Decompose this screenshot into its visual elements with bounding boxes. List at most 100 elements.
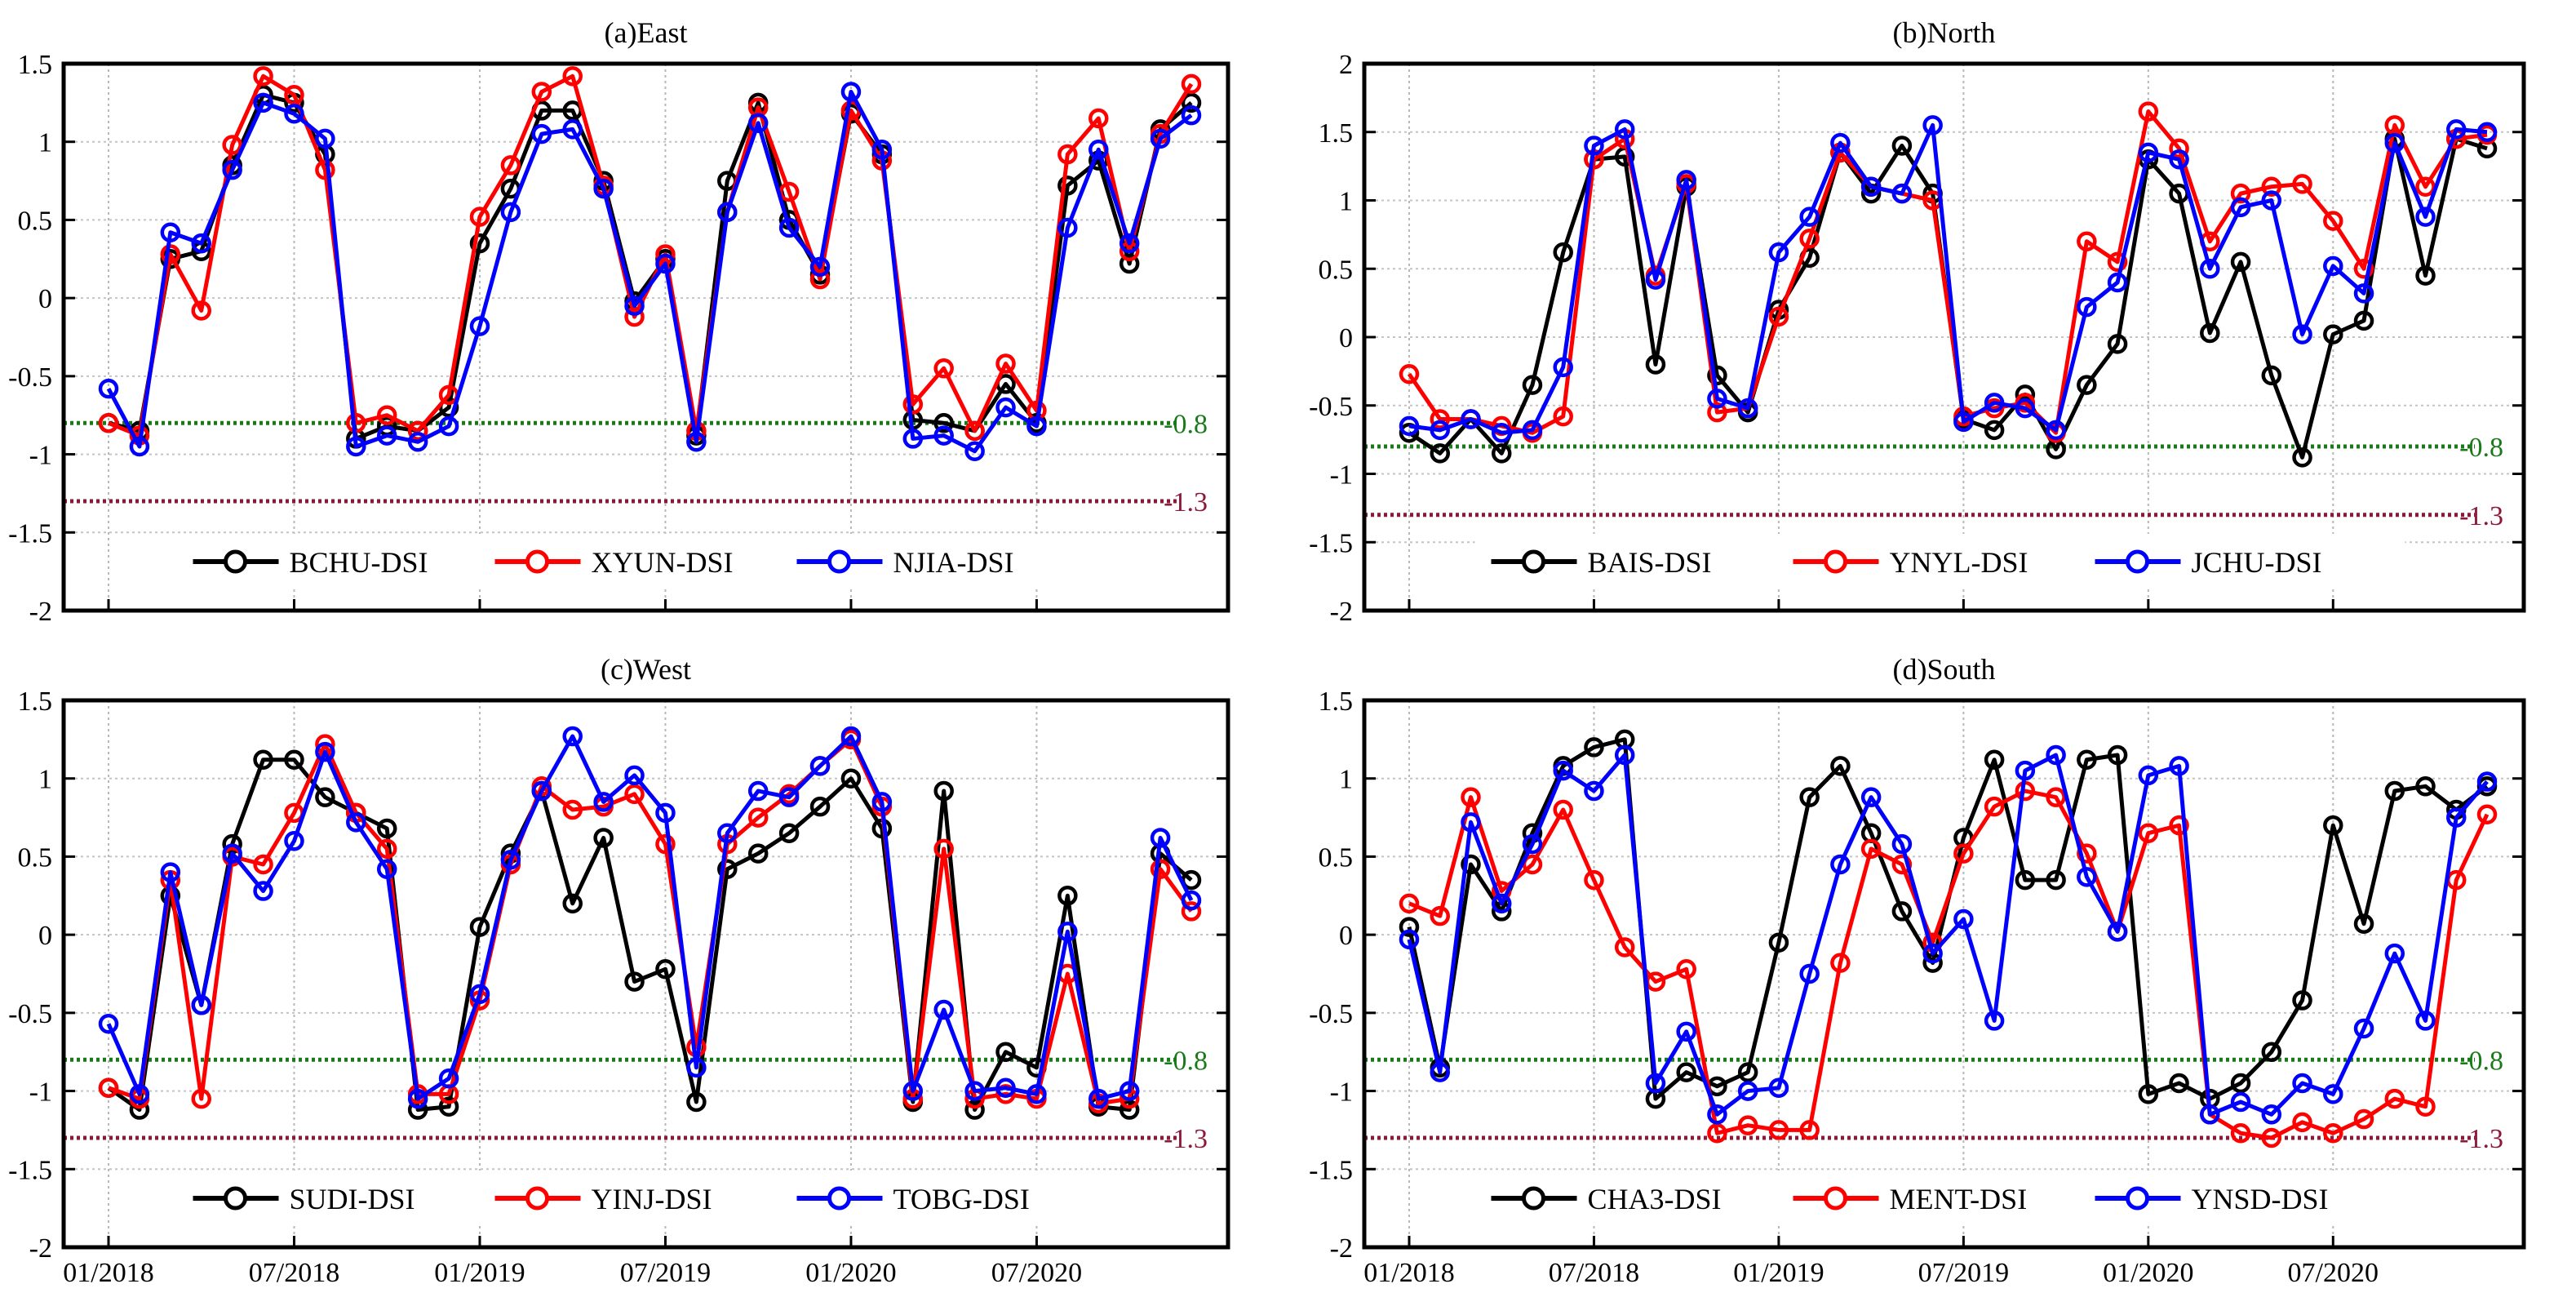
data-point <box>871 140 893 160</box>
data-point <box>655 253 676 274</box>
legend-label: SUDI-DSI <box>290 1183 415 1215</box>
data-point <box>1088 1088 1109 1109</box>
data-point <box>1676 170 1696 190</box>
data-point <box>1799 787 1820 807</box>
data-point <box>1181 901 1202 922</box>
series-line-bchu-dsi <box>108 92 1193 441</box>
data-point <box>98 413 119 433</box>
data-point <box>2415 265 2436 286</box>
data-point <box>2077 749 2097 770</box>
data-point <box>1430 443 1450 464</box>
data-point <box>1707 1123 1727 1144</box>
data-point <box>2077 843 2097 864</box>
data-point <box>1614 119 1635 140</box>
plot-frame <box>61 698 1230 1250</box>
legend: BCHU-DSI XYUN-DSI NJIA-DSI <box>176 534 1107 589</box>
data-point <box>1984 796 2005 817</box>
data-point <box>1984 420 2005 441</box>
data-point <box>902 394 924 415</box>
data-point <box>1088 108 1109 129</box>
data-point <box>315 128 335 149</box>
data-point <box>2046 420 2066 441</box>
data-point <box>2138 142 2159 163</box>
x-tick-label: 01/2020 <box>2103 1258 2193 1288</box>
data-point <box>593 792 614 812</box>
data-point <box>840 82 862 102</box>
data-point <box>1584 780 1604 802</box>
data-point <box>129 436 150 457</box>
data-point <box>2230 1123 2251 1144</box>
legend-label: XYUN-DSI <box>592 546 734 579</box>
data-point <box>747 780 769 802</box>
x-tick-label: 07/2018 <box>1549 1258 1639 1288</box>
legend-label: JCHU-DSI <box>2192 546 2322 579</box>
data-point <box>1491 443 1512 464</box>
y-tick-label: 1 <box>1339 187 1353 217</box>
data-point <box>2077 375 2097 395</box>
data-point <box>1737 398 1758 419</box>
data-point <box>531 82 552 102</box>
legend-swatch-marker <box>525 549 549 574</box>
data-point <box>964 441 985 461</box>
data-point <box>2353 283 2374 304</box>
data-point <box>1799 229 1820 249</box>
y-tick-label: 0 <box>1339 323 1353 353</box>
x-tick-label: 01/2018 <box>1363 1258 1454 1288</box>
data-point <box>1768 306 1789 327</box>
threshold-label-severe: -1.3 <box>2459 1124 2503 1154</box>
data-point <box>717 823 738 843</box>
data-point <box>2353 310 2374 331</box>
data-point <box>2138 765 2159 786</box>
data-point <box>98 1077 119 1098</box>
data-point <box>655 833 676 855</box>
data-point <box>747 807 769 828</box>
data-point <box>376 859 397 879</box>
data-point <box>2353 1108 2374 1130</box>
y-tick-label: -1 <box>29 1077 52 1108</box>
y-tick-label: -2 <box>1330 1233 1353 1264</box>
data-point <box>1830 132 1851 153</box>
y-tick-label: 2 <box>1339 50 1353 80</box>
data-point <box>840 726 862 747</box>
data-point <box>1119 1081 1140 1101</box>
data-point <box>1707 389 1727 409</box>
data-point <box>222 843 242 864</box>
data-point <box>1057 175 1078 196</box>
data-point <box>98 1014 119 1034</box>
y-tick-label: 1.5 <box>18 686 53 717</box>
data-point <box>1737 1115 1758 1135</box>
data-point <box>1430 1062 1450 1082</box>
data-point <box>1181 73 1202 95</box>
y-tick-label: 1.5 <box>1319 686 1354 717</box>
data-point <box>655 959 676 980</box>
legend-box <box>1474 534 2405 589</box>
data-point <box>1150 828 1171 848</box>
data-point <box>1984 749 2005 770</box>
data-point <box>933 999 954 1020</box>
y-tick-label: -2 <box>1330 597 1353 627</box>
data-point <box>191 995 211 1015</box>
data-point <box>809 269 831 290</box>
data-point <box>2446 807 2467 828</box>
data-point <box>778 181 800 202</box>
data-point <box>2230 1091 2251 1113</box>
data-point <box>469 207 490 227</box>
y-tick-label: -1 <box>1330 460 1353 491</box>
data-point <box>1799 207 1820 227</box>
legend-swatch-marker <box>525 1186 549 1211</box>
data-point <box>376 818 397 839</box>
data-point <box>2292 990 2312 1011</box>
y-tick-label: -2 <box>29 1233 52 1264</box>
data-point <box>2169 1073 2189 1094</box>
data-point <box>2384 1088 2405 1109</box>
x-tick-label: 01/2020 <box>805 1258 896 1288</box>
data-point <box>1119 1100 1140 1120</box>
data-point <box>2107 272 2128 293</box>
data-point <box>1984 1011 2005 1031</box>
y-tick-label: 1.5 <box>1319 118 1354 149</box>
data-point <box>1891 854 1913 875</box>
data-point <box>593 828 614 848</box>
data-point <box>1399 917 1420 937</box>
y-tick-label: 0.5 <box>1319 255 1354 285</box>
